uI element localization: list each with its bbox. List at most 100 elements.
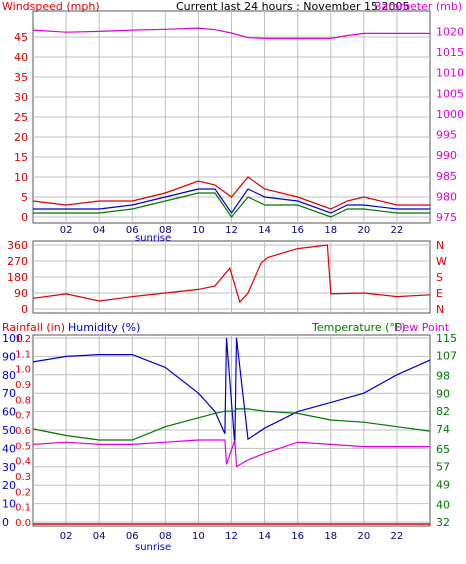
series-layer bbox=[32, 27, 431, 525]
temperature-tick-label: 57 bbox=[436, 461, 450, 474]
x-tick-label: 16 bbox=[291, 225, 304, 236]
rain-tick-label: 0.5 bbox=[15, 441, 31, 452]
bottom-series-line-blue bbox=[32, 337, 431, 445]
top-series-line-blue bbox=[33, 188, 430, 215]
right-tick-label: 975 bbox=[436, 211, 457, 224]
chart-title: Current last 24 hours : November 15 2005 bbox=[176, 0, 409, 13]
x-tick-label: 06 bbox=[126, 531, 139, 542]
x-tick-label: 08 bbox=[159, 531, 172, 542]
right-tick-label: 1020 bbox=[436, 25, 464, 38]
compass-tick-label: N bbox=[436, 303, 444, 316]
rain-tick-label: 0.4 bbox=[15, 457, 31, 468]
left-tick-label: 180 bbox=[7, 271, 28, 284]
x-tick-label: 04 bbox=[93, 225, 106, 236]
left-tick-label: 45 bbox=[14, 31, 28, 44]
rain-tick-label: 0.3 bbox=[15, 472, 31, 483]
right-tick-label: 995 bbox=[436, 129, 457, 142]
tick-layer: 02 04 06 08 10 12 14 16 18 20 22 02 04 06 08 10 12 14 16 18… bbox=[2, 25, 464, 542]
humidity-axis-label: Humidity (%) bbox=[68, 321, 140, 334]
left-tick-label: 90 bbox=[14, 287, 28, 300]
right-tick-label: 1005 bbox=[436, 87, 464, 100]
left-tick-label: 20 bbox=[14, 131, 28, 144]
humidity-tick-label: 30 bbox=[2, 461, 16, 474]
top-series-line-magenta bbox=[32, 27, 430, 40]
right-tick-label: 980 bbox=[436, 190, 457, 203]
x-tick-label: 10 bbox=[192, 531, 205, 542]
x-tick-label: 22 bbox=[391, 531, 404, 542]
top-right-axis-label: Barometer (mb) bbox=[374, 0, 462, 13]
left-tick-label: 30 bbox=[14, 91, 28, 104]
left-tick-label: 5 bbox=[21, 191, 28, 204]
temperature-tick-label: 107 bbox=[436, 350, 457, 363]
rain-tick-label: 0.9 bbox=[15, 380, 31, 391]
temperature-tick-label: 98 bbox=[436, 370, 450, 383]
left-tick-label: 15 bbox=[14, 151, 28, 164]
x-tick-label: 20 bbox=[357, 225, 370, 236]
bottom-series-line-green bbox=[32, 408, 431, 441]
left-tick-label: 10 bbox=[14, 171, 28, 184]
compass-tick-label: W bbox=[436, 255, 447, 268]
temperature-tick-label: 82 bbox=[436, 405, 450, 418]
humidity-tick-label: 70 bbox=[2, 387, 16, 400]
rain-tick-label: 0.2 bbox=[15, 487, 31, 498]
left-tick-label: 25 bbox=[14, 111, 28, 124]
left-tick-label: 35 bbox=[14, 71, 28, 84]
compass-tick-label: N bbox=[436, 239, 444, 252]
x-tick-label: 08 bbox=[159, 225, 172, 236]
temperature-tick-label: 40 bbox=[436, 498, 450, 511]
x-tick-label: 18 bbox=[324, 225, 337, 236]
rain-tick-label: 0.6 bbox=[15, 426, 31, 437]
top-left-axis-label: Windspeed (mph) bbox=[2, 0, 100, 13]
top-series-line-red bbox=[32, 176, 430, 210]
rain-tick-label: 0.7 bbox=[15, 411, 31, 422]
right-tick-label: 1000 bbox=[436, 108, 464, 121]
humidity-tick-label: 50 bbox=[2, 424, 16, 437]
compass-tick-label: E bbox=[436, 287, 443, 300]
temperature-tick-label: 32 bbox=[436, 516, 450, 529]
x-tick-label: 22 bbox=[391, 225, 404, 236]
left-tick-label: 270 bbox=[7, 255, 28, 268]
x-tick-label: 04 bbox=[93, 531, 106, 542]
right-tick-label: 1010 bbox=[436, 67, 464, 80]
grid-layer bbox=[33, 11, 430, 526]
humidity-tick-label: 20 bbox=[2, 479, 16, 492]
x-tick-label: 06 bbox=[126, 225, 139, 236]
right-tick-label: 990 bbox=[436, 149, 457, 162]
rain-tick-label: 0.0 bbox=[15, 518, 31, 529]
rain-tick-label: 1.1 bbox=[15, 349, 31, 360]
right-tick-label: 985 bbox=[436, 170, 457, 183]
left-tick-label: 360 bbox=[7, 239, 28, 252]
wind-direction-line bbox=[32, 244, 431, 304]
compass-tick-label: S bbox=[436, 271, 443, 284]
left-tick-label: 40 bbox=[14, 51, 28, 64]
dewpoint-axis-label: Dew Point bbox=[394, 321, 450, 334]
humidity-tick-label: 10 bbox=[2, 498, 16, 511]
temperature-tick-label: 90 bbox=[436, 387, 450, 400]
sunrise-label-top: sunrise bbox=[135, 233, 171, 244]
rain-tick-label: 0.1 bbox=[15, 503, 31, 514]
x-tick-label: 12 bbox=[225, 225, 238, 236]
temperature-tick-label: 49 bbox=[436, 478, 450, 491]
humidity-tick-label: 60 bbox=[2, 406, 16, 419]
rain-axis-label: Rainfall (in) bbox=[2, 321, 65, 334]
bottom-series-line-magenta bbox=[32, 439, 430, 468]
left-tick-label: 0 bbox=[21, 303, 28, 316]
humidity-tick-label: 80 bbox=[2, 369, 16, 382]
x-tick-label: 12 bbox=[225, 531, 238, 542]
x-tick-label: 02 bbox=[60, 225, 73, 236]
rain-tick-label: 1.2 bbox=[15, 334, 31, 345]
temperature-tick-label: 74 bbox=[436, 423, 450, 436]
sunrise-label-bottom: sunrise bbox=[135, 542, 171, 553]
x-tick-label: 20 bbox=[357, 531, 370, 542]
rain-tick-label: 1.0 bbox=[15, 365, 31, 376]
humidity-tick-label: 40 bbox=[2, 442, 16, 455]
right-tick-label: 1015 bbox=[436, 46, 464, 59]
humidity-tick-label: 90 bbox=[2, 350, 16, 363]
temperature-tick-label: 65 bbox=[436, 443, 450, 456]
rain-tick-label: 0.8 bbox=[15, 395, 31, 406]
temperature-axis-label: Temperature (°F) bbox=[311, 321, 406, 334]
humidity-tick-label: 100 bbox=[2, 332, 23, 345]
x-tick-label: 14 bbox=[258, 531, 271, 542]
